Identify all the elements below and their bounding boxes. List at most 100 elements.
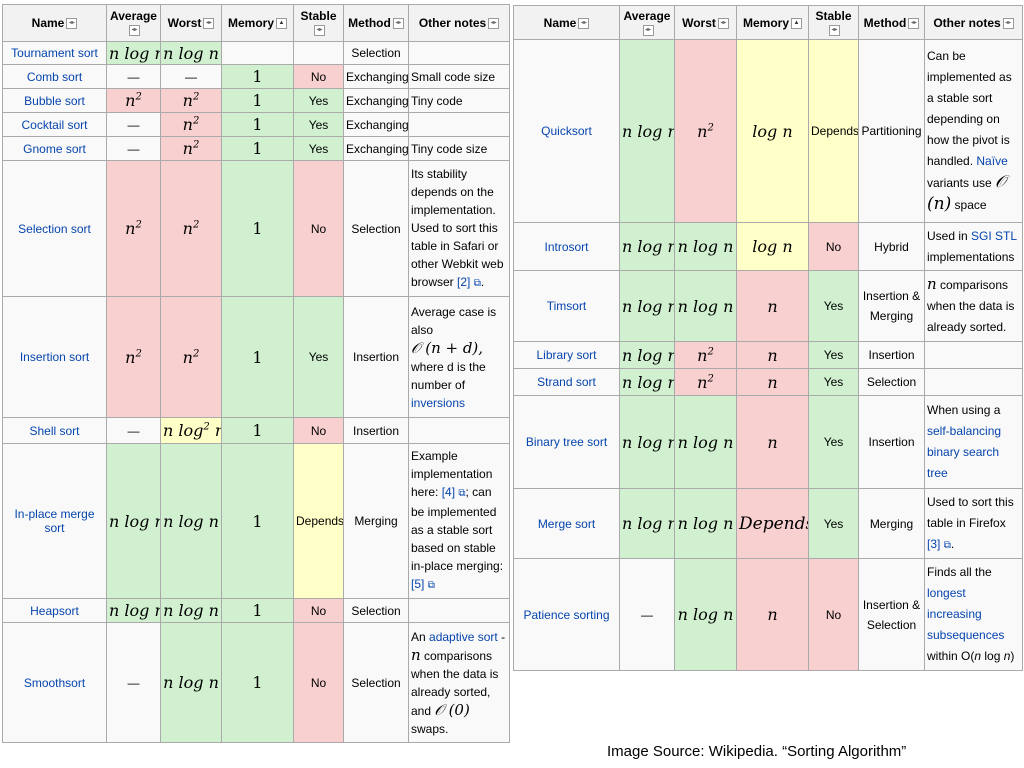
notes-cell: Used to sort this table in Firefox [3] ⧉… bbox=[924, 488, 1023, 559]
sort-toggle-icon[interactable]: ◂▸ bbox=[203, 18, 215, 30]
algorithm-name-cell: Cocktail sort bbox=[2, 112, 107, 137]
sort-toggle-icon[interactable]: ◂▸ bbox=[829, 24, 840, 36]
notes-cell: Its stability depends on the implementat… bbox=[408, 160, 510, 297]
method-cell: Selection bbox=[858, 368, 925, 396]
adaptive-sort-link[interactable]: adaptive sort bbox=[429, 629, 498, 644]
worst-cell: n log n bbox=[674, 395, 737, 489]
algorithm-link[interactable]: Tournament sort bbox=[11, 46, 98, 60]
sort-toggle-icon[interactable]: ◂▸ bbox=[642, 24, 654, 36]
reference-link[interactable]: [3] bbox=[927, 536, 941, 551]
algorithm-link[interactable]: Shell sort bbox=[29, 423, 80, 438]
column-header-memory[interactable]: Memory ▲ bbox=[221, 4, 294, 42]
column-header-method[interactable]: Method ◂▸ bbox=[858, 5, 925, 40]
average-cell: — bbox=[619, 558, 675, 671]
column-header-stable[interactable]: Stable ◂▸ bbox=[293, 4, 344, 42]
algorithm-link[interactable]: Gnome sort bbox=[23, 141, 86, 156]
algorithm-link[interactable]: Bubble sort bbox=[24, 93, 85, 108]
memory-cell: log n bbox=[736, 39, 809, 223]
table-row: Timsort n log n n log n n Yes Insertion … bbox=[513, 270, 1023, 342]
reference-link[interactable]: [4] bbox=[441, 485, 456, 499]
table-row: Tournament sort n log n n log n Selectio… bbox=[2, 41, 510, 65]
inversions-link[interactable]: inversions bbox=[411, 395, 466, 410]
stable-cell: Depends bbox=[808, 39, 859, 223]
algorithm-link[interactable]: Heapsort bbox=[30, 603, 79, 618]
memory-cell: log n bbox=[736, 222, 809, 271]
table-row: Strand sort n log n n2 n Yes Selection bbox=[513, 368, 1023, 396]
average-cell: n log n bbox=[619, 270, 675, 342]
notes-cell: Tiny code bbox=[408, 88, 510, 113]
memory-cell: 1 bbox=[221, 160, 294, 297]
sgi-stl-link[interactable]: SGI STL bbox=[971, 228, 1017, 243]
notes-cell: An adaptive sort - n comparisons when th… bbox=[408, 622, 510, 743]
table-row: Gnome sort — n2 1 Yes Exchanging Tiny co… bbox=[2, 136, 510, 161]
sort-toggle-icon[interactable]: ◂▸ bbox=[908, 17, 920, 29]
algorithm-link[interactable]: Merge sort bbox=[537, 516, 596, 531]
algorithm-name-cell: Timsort bbox=[513, 270, 620, 342]
sort-toggle-icon[interactable]: ◂▸ bbox=[717, 17, 729, 29]
algorithm-link[interactable]: Timsort bbox=[546, 299, 587, 313]
reference-link[interactable]: [2] bbox=[457, 274, 471, 289]
method-cell: Exchanging bbox=[343, 112, 409, 137]
longest-increasing-subsequences-link[interactable]: longest increasing subsequences bbox=[927, 586, 1005, 642]
algorithm-link[interactable]: Library sort bbox=[536, 348, 597, 362]
algorithm-link[interactable]: Comb sort bbox=[26, 69, 83, 84]
column-header-name[interactable]: Name ◂▸ bbox=[2, 4, 107, 42]
column-header-worst[interactable]: Worst ◂▸ bbox=[160, 4, 222, 42]
algorithm-link[interactable]: Introsort bbox=[544, 239, 589, 254]
column-header-stable[interactable]: Stable ◂▸ bbox=[808, 5, 859, 40]
sort-ascending-icon[interactable]: ▲ bbox=[276, 18, 287, 30]
algorithm-link[interactable]: Strand sort bbox=[537, 375, 596, 389]
algorithm-link[interactable]: Smoothsort bbox=[23, 675, 86, 690]
stable-cell: Yes bbox=[293, 112, 344, 137]
average-cell: n log n bbox=[619, 341, 675, 369]
external-link-icon: ⧉ bbox=[427, 580, 435, 591]
average-cell: — bbox=[106, 112, 161, 137]
sort-toggle-icon[interactable]: ◂▸ bbox=[488, 18, 500, 30]
table-row: Cocktail sort — n2 1 Yes Exchanging bbox=[2, 112, 510, 137]
sort-toggle-icon[interactable]: ◂▸ bbox=[129, 25, 140, 37]
algorithm-link[interactable]: Selection sort bbox=[18, 221, 91, 236]
column-header-other-notes[interactable]: Other notes ◂▸ bbox=[924, 5, 1023, 40]
column-header-memory[interactable]: Memory ▲ bbox=[736, 5, 809, 40]
memory-cell: n bbox=[736, 368, 809, 396]
column-header-average[interactable]: Average ◂▸ bbox=[619, 5, 675, 40]
method-cell: Insertion bbox=[343, 417, 409, 444]
stable-cell: Yes bbox=[808, 488, 859, 559]
sort-toggle-icon[interactable]: ◂▸ bbox=[392, 18, 404, 30]
algorithm-link[interactable]: Cocktail sort bbox=[21, 117, 88, 132]
column-header-method[interactable]: Method ◂▸ bbox=[343, 4, 409, 42]
notes-cell: Finds all the longest increasing subsequ… bbox=[924, 558, 1023, 671]
column-header-name[interactable]: Name ◂▸ bbox=[513, 5, 620, 40]
memory-cell: 1 bbox=[221, 443, 294, 599]
sort-toggle-icon[interactable]: ◂▸ bbox=[66, 18, 78, 30]
column-header-average[interactable]: Average ◂▸ bbox=[106, 4, 161, 42]
algorithm-link[interactable]: Insertion sort bbox=[19, 350, 90, 364]
algorithm-link[interactable]: Patience sorting bbox=[523, 607, 610, 622]
worst-cell: n2 bbox=[160, 296, 222, 418]
notes-cell bbox=[408, 41, 510, 65]
worst-cell: n log n bbox=[160, 598, 222, 623]
sort-toggle-icon[interactable]: ◂▸ bbox=[1002, 17, 1014, 29]
memory-cell bbox=[221, 41, 294, 65]
average-cell: n log n bbox=[619, 368, 675, 396]
table-row: Selection sort n2 n2 1 No Selection Its … bbox=[2, 160, 510, 297]
column-header-worst[interactable]: Worst ◂▸ bbox=[674, 5, 737, 40]
sort-ascending-icon[interactable]: ▲ bbox=[791, 17, 802, 29]
sort-toggle-icon[interactable]: ◂▸ bbox=[314, 25, 325, 37]
algorithm-name-cell: Comb sort bbox=[2, 64, 107, 89]
column-header-other-notes[interactable]: Other notes ◂▸ bbox=[408, 4, 510, 42]
algorithm-link[interactable]: Quicksort bbox=[541, 124, 592, 138]
naive-link[interactable]: Naïve bbox=[976, 154, 1008, 168]
method-cell: Insertion bbox=[343, 296, 409, 418]
algorithm-link[interactable]: Binary tree sort bbox=[525, 435, 608, 449]
stable-cell bbox=[293, 41, 344, 65]
reference-link[interactable]: [5] bbox=[411, 577, 425, 591]
stable-cell: Yes bbox=[808, 368, 859, 396]
average-cell: n2 bbox=[106, 88, 161, 113]
self-balancing-bst-link[interactable]: self-balancing binary search tree bbox=[927, 424, 1002, 480]
stable-cell: No bbox=[293, 417, 344, 444]
algorithm-link[interactable]: In-place merge sort bbox=[14, 507, 95, 535]
notes-cell bbox=[408, 598, 510, 623]
average-cell: n log n bbox=[619, 488, 675, 559]
sort-toggle-icon[interactable]: ◂▸ bbox=[578, 17, 590, 29]
